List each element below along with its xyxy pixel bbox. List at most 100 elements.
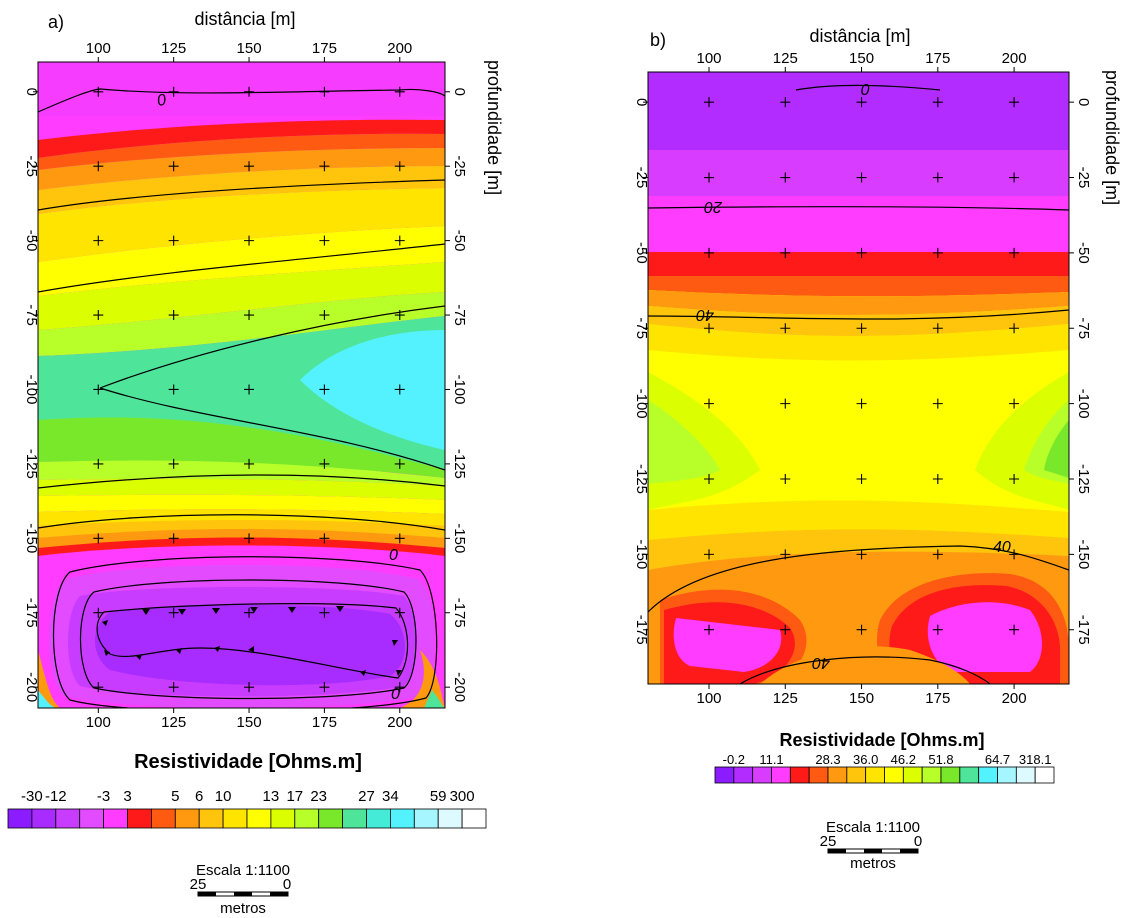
panel-a-contour	[38, 514, 445, 531]
colorbar-swatch	[198, 808, 224, 829]
panel-b-band	[648, 290, 1069, 315]
x-tick-label: 150	[849, 690, 874, 707]
panel-b-data-points	[704, 97, 1020, 635]
data-point-marker	[856, 398, 867, 409]
data-point-marker	[704, 97, 715, 108]
panel-a-bottom-ticks: 100 125 150 175 200	[86, 708, 412, 731]
y-tick-label: -125	[1075, 464, 1092, 494]
data-point-marker	[394, 682, 405, 693]
colorbar-swatch	[1015, 766, 1036, 784]
y-tick-label: 0	[633, 98, 650, 106]
data-point-marker	[168, 682, 179, 693]
colorbar-swatch	[808, 766, 829, 784]
panel-a-label: a)	[48, 12, 64, 32]
panel-b-contour	[795, 84, 941, 91]
data-point-marker	[932, 323, 943, 334]
panel-b-left-ticks: 0 -25 -50 -75 -100 -125 -150 -175	[633, 98, 650, 645]
panel-a-contour	[38, 88, 445, 113]
panel-a-band	[38, 478, 445, 500]
panel-b-contour-label: 40	[812, 654, 830, 671]
scale-bar-segment	[900, 849, 918, 853]
data-point-marker	[704, 624, 715, 635]
panel-b-bottom-ticks: 100 125 150 175 200	[696, 684, 1027, 707]
data-point-marker	[704, 247, 715, 258]
scale-bar-segment	[864, 849, 882, 853]
data-point-marker	[780, 398, 791, 409]
y-tick-label: -25	[451, 155, 468, 177]
data-point-marker	[1009, 247, 1020, 258]
data-point-marker	[168, 235, 179, 246]
scale-left-label: 25	[820, 833, 837, 850]
colorbar-label: 13	[263, 788, 280, 805]
y-tick-label: -100	[633, 389, 650, 419]
data-point-marker	[319, 235, 330, 246]
colorbar-swatch	[366, 808, 391, 829]
x-tick-label: 150	[237, 714, 262, 731]
x-tick-label: 175	[925, 50, 950, 67]
scale-bar-segment	[270, 892, 288, 896]
y-tick-label: -175	[1075, 615, 1092, 645]
y-tick-label: -50	[451, 230, 468, 252]
y-tick-label: -25	[23, 155, 40, 177]
colorbar-swatch	[846, 766, 867, 784]
data-point-marker	[932, 473, 943, 484]
panel-a: a) distância [m]	[7, 9, 504, 917]
data-point-marker	[244, 458, 255, 469]
colorbar-label: 23	[310, 788, 327, 805]
panel-b-band	[648, 306, 1069, 336]
data-point-marker	[932, 398, 943, 409]
data-point-marker	[93, 458, 104, 469]
panel-a-band	[95, 604, 405, 686]
y-tick-label: -75	[1075, 317, 1092, 339]
panel-a-contour	[38, 474, 445, 489]
data-point-marker	[780, 97, 791, 108]
data-point-marker	[394, 458, 405, 469]
data-point-marker	[93, 533, 104, 544]
colorbar-swatch	[222, 808, 248, 829]
colorbar-swatch	[827, 766, 848, 784]
panel-a-scale-bar: Escala 1:1100 25 0 metros	[190, 862, 292, 917]
data-point-marker	[704, 473, 715, 484]
scale-right-label: 0	[283, 876, 291, 893]
data-point-marker	[704, 549, 715, 560]
data-point-marker	[244, 682, 255, 693]
y-tick-label: -175	[633, 615, 650, 645]
panel-b-band	[648, 72, 1069, 150]
colorbar-label: -30	[21, 788, 43, 805]
x-tick-label: 175	[925, 690, 950, 707]
y-tick-label: 0	[451, 88, 468, 96]
panel-a-band	[38, 292, 445, 356]
hachure-tick	[288, 607, 296, 613]
x-tick-label: 200	[387, 714, 412, 731]
panel-a-colorbar: -30 -12 -3 3 5 6 10 13 17 23 27 34 59 300	[7, 788, 487, 829]
colorbar-label: -12	[45, 788, 67, 805]
panel-a-contour	[99, 387, 445, 471]
hachure-tick	[176, 648, 182, 654]
panel-a-band	[38, 188, 445, 262]
colorbar-label: 51.8	[928, 752, 953, 767]
data-point-marker	[394, 86, 405, 97]
panel-b-contour	[739, 656, 991, 684]
data-point-marker	[244, 384, 255, 395]
hachure-tick	[142, 609, 150, 615]
panel-b-contour-label: 0	[861, 80, 870, 97]
x-tick-label: 175	[312, 40, 337, 57]
y-tick-label: -50	[1075, 242, 1092, 264]
data-point-marker	[394, 607, 405, 618]
panel-a-band	[38, 494, 445, 514]
y-tick-label: -75	[23, 304, 40, 326]
panel-b-band	[648, 252, 1069, 276]
colorbar-label: 3	[123, 788, 131, 805]
data-point-marker	[319, 310, 330, 321]
data-point-marker	[93, 384, 104, 395]
panel-b-band	[673, 618, 782, 672]
data-point-marker	[394, 533, 405, 544]
scale-text: Escala 1:1100	[826, 819, 920, 836]
hachure-tick	[212, 608, 220, 614]
colorbar-label: 300	[450, 788, 475, 805]
data-point-marker	[704, 398, 715, 409]
panel-a-band	[38, 417, 445, 478]
scale-unit: metros	[850, 855, 896, 872]
panel-a-heatmap: 0 0 0	[38, 62, 445, 708]
panel-a-band	[38, 650, 60, 708]
